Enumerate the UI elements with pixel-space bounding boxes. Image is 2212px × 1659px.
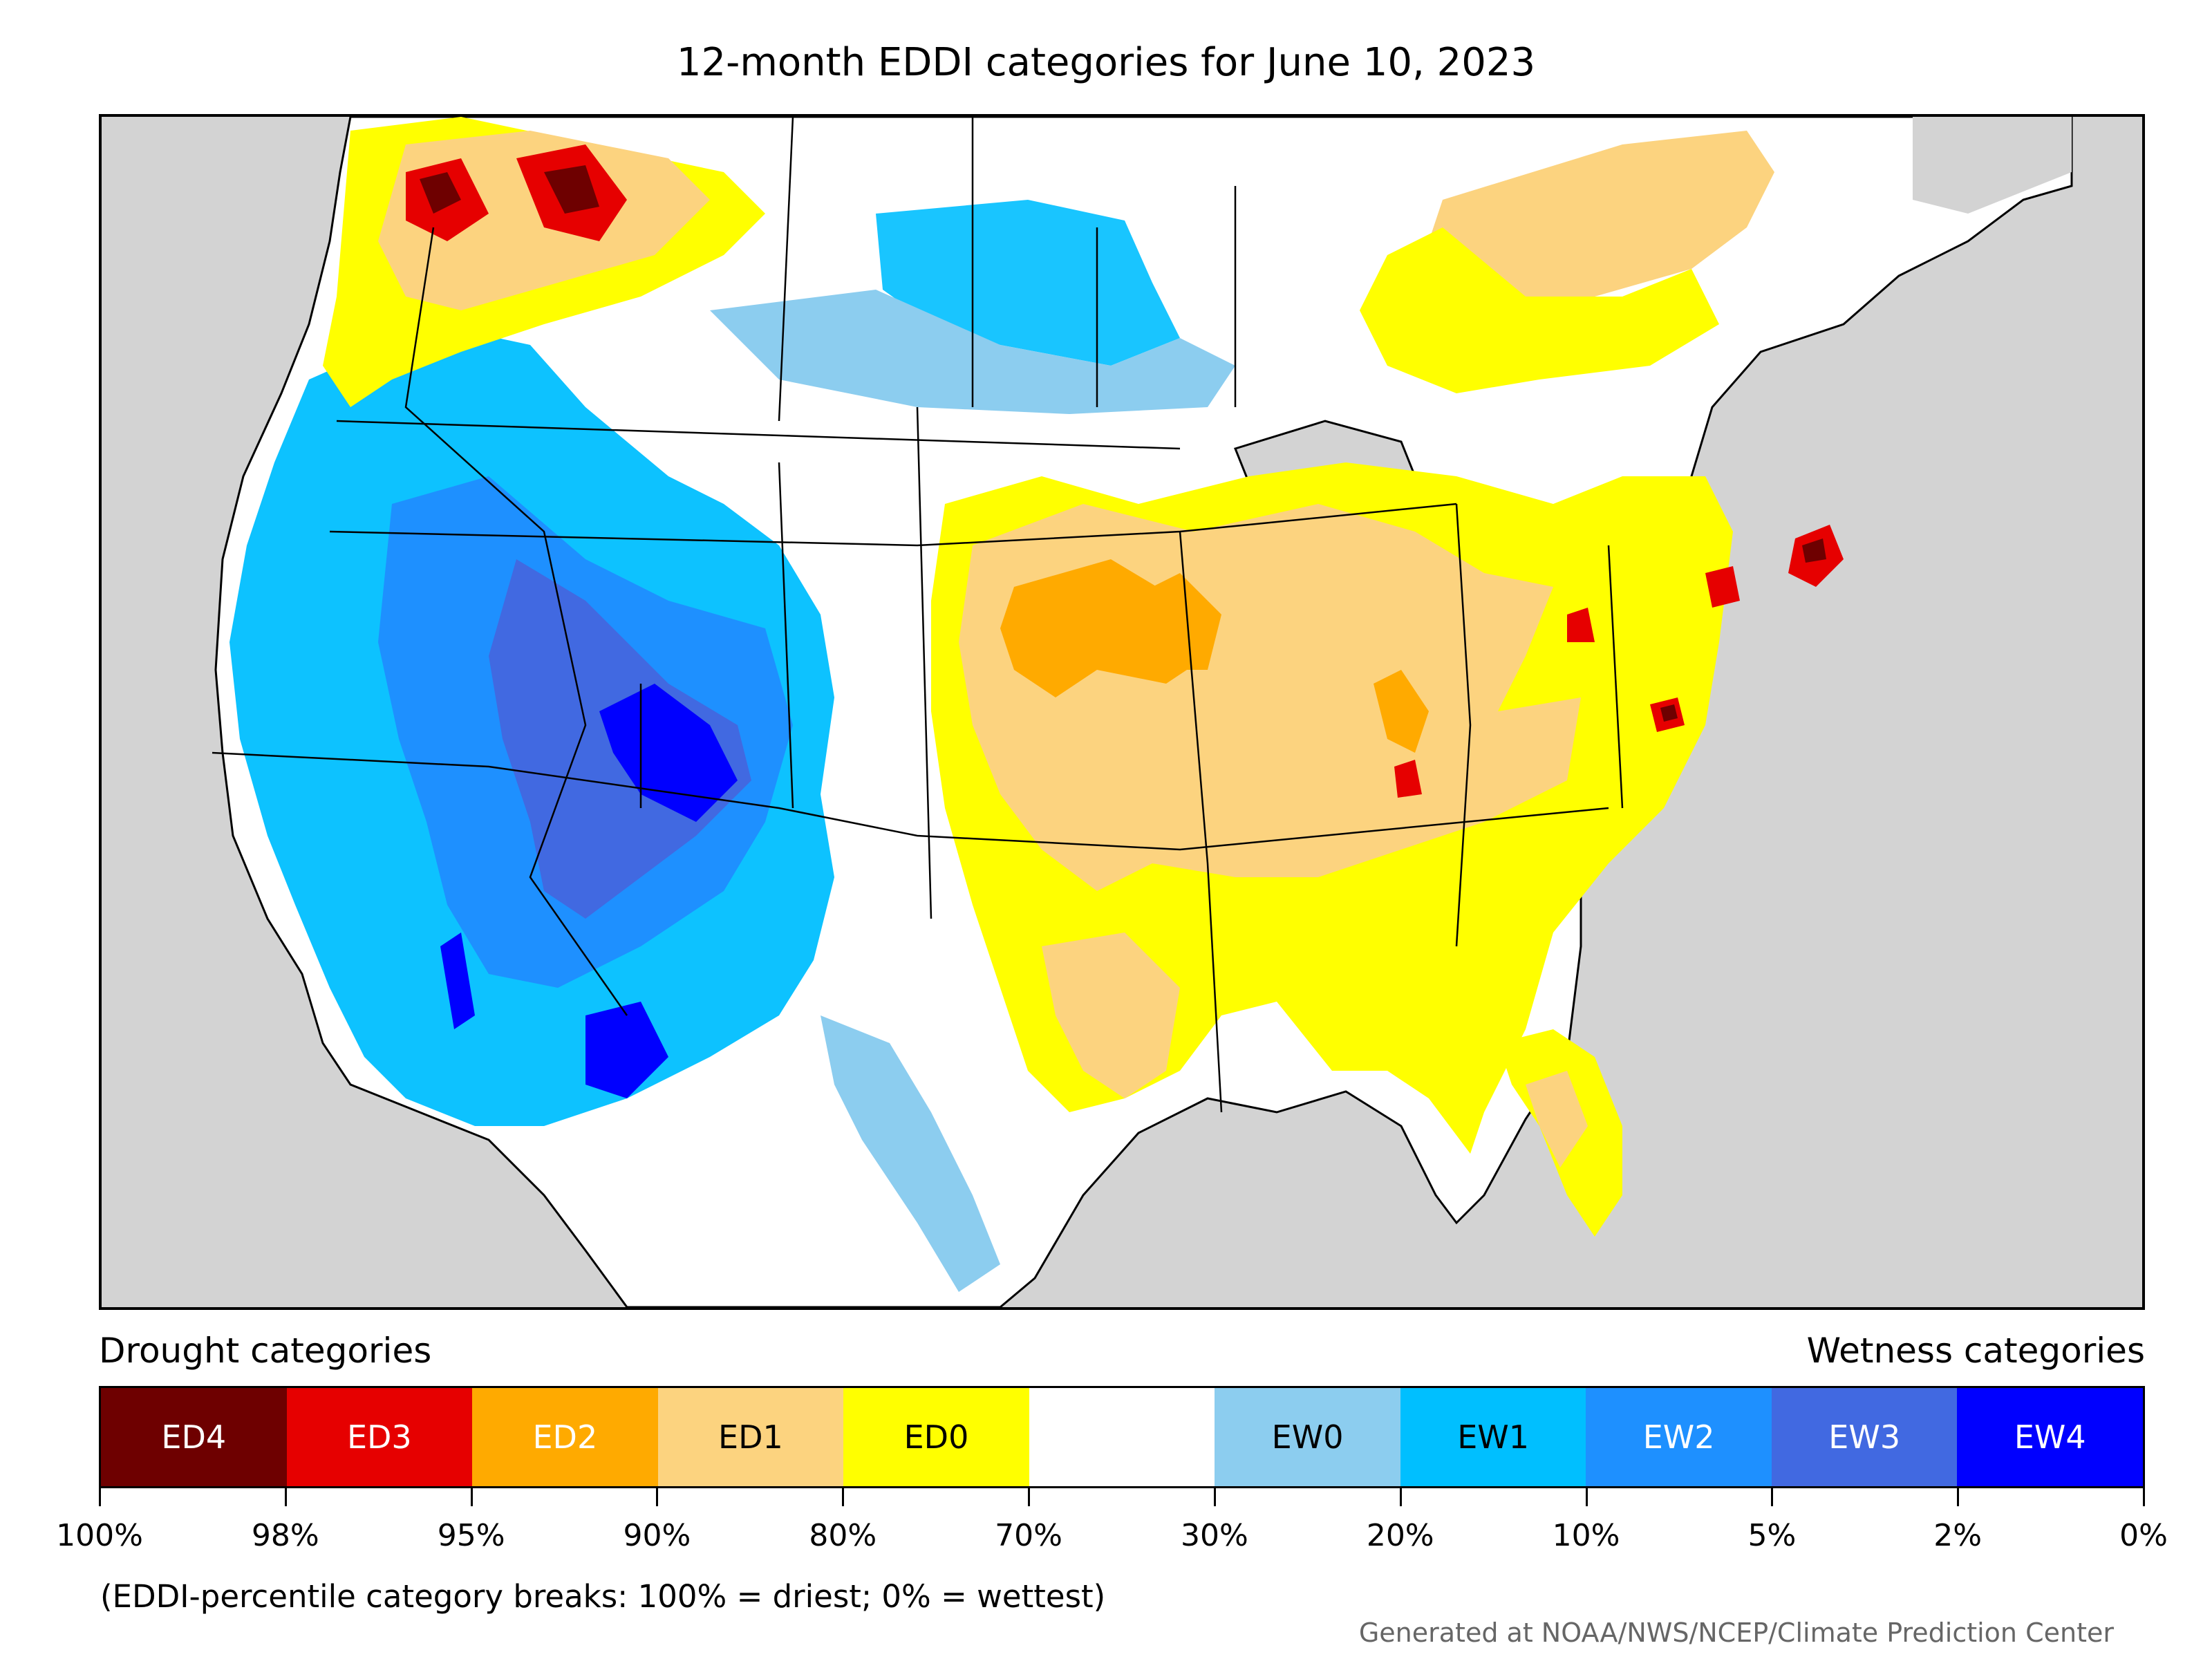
tick-mark [2143, 1488, 2145, 1506]
indiana-ed2 [1374, 670, 1429, 753]
tick-label: 0% [2119, 1518, 2168, 1553]
colorbar-cell-ed4: ED4 [101, 1388, 287, 1486]
colorbar-cell-ew0: EW0 [1215, 1388, 1400, 1486]
eddi-map [212, 117, 2073, 1307]
colorbar-cell-normal [1029, 1388, 1215, 1486]
texas-ew0 [821, 1015, 1000, 1292]
tick-mark [842, 1488, 845, 1506]
map-title: 12-month EDDI categories for June 10, 20… [676, 40, 1536, 85]
gulf-st-lawrence [1913, 117, 2072, 214]
state-borders [212, 117, 1624, 1113]
kentucky-ed3 [1394, 760, 1422, 798]
tick-mark [1399, 1488, 1402, 1506]
tick-label: 2% [1933, 1518, 1983, 1553]
colorbar-cell-ed3: ED3 [286, 1388, 473, 1486]
colorbar-ticks [99, 1488, 2145, 1509]
colorbar-cell-ew4: EW4 [1957, 1388, 2144, 1486]
tick-label: 30% [1181, 1518, 1248, 1553]
colorbar-cell-ed0: ED0 [843, 1388, 1029, 1486]
tick-mark [1213, 1488, 1216, 1506]
tick-label: 10% [1552, 1518, 1620, 1553]
tick-mark [1585, 1488, 1588, 1506]
quebec-ed0 [1360, 227, 1719, 393]
tick-label: 100% [56, 1518, 143, 1553]
tick-label: 90% [623, 1518, 691, 1553]
credit-line: Generated at NOAA/NWS/NCEP/Climate Predi… [1358, 1618, 2114, 1648]
florida-ed1 [1526, 1071, 1588, 1168]
tick-label: 98% [251, 1518, 319, 1553]
tick-label: 95% [437, 1518, 505, 1553]
west-wet-ew4 [440, 684, 738, 1098]
tick-label: 70% [995, 1518, 1062, 1553]
tick-label: 20% [1366, 1518, 1434, 1553]
tick-mark [656, 1488, 659, 1506]
tick-mark [470, 1488, 473, 1506]
colorbar-cell-ed1: ED1 [657, 1388, 844, 1486]
percentile-note: (EDDI-percentile category breaks: 100% =… [100, 1578, 1106, 1615]
tick-mark [99, 1488, 101, 1506]
tick-mark [284, 1488, 287, 1506]
texas-ed1 [1042, 932, 1180, 1098]
map-panel [99, 114, 2145, 1310]
pnw-ed4 [420, 165, 599, 214]
tick-mark [1957, 1488, 1960, 1506]
quebec-ed1 [1429, 131, 1774, 310]
colorbar-cell-ew1: EW1 [1400, 1388, 1586, 1486]
missouri-ed2 [1125, 573, 1221, 670]
colorbar-cell-ed2: ED2 [472, 1388, 658, 1486]
northeast-ed4 [1660, 538, 1826, 722]
drought-heading: Drought categories [99, 1331, 432, 1371]
colorbar-cell-ew3: EW3 [1771, 1388, 1958, 1486]
tick-label: 5% [1747, 1518, 1797, 1553]
tick-mark [1771, 1488, 1774, 1506]
wetness-heading: Wetness categories [1806, 1331, 2145, 1371]
tick-label: 80% [809, 1518, 877, 1553]
tick-mark [1028, 1488, 1031, 1506]
colorbar-cell-ew2: EW2 [1586, 1388, 1772, 1486]
category-colorbar: ED4 ED3 ED2 ED1 ED0 EW0 EW1 EW2 EW3 EW4 [99, 1386, 2145, 1488]
northeast-ed3 [1567, 525, 1844, 642]
